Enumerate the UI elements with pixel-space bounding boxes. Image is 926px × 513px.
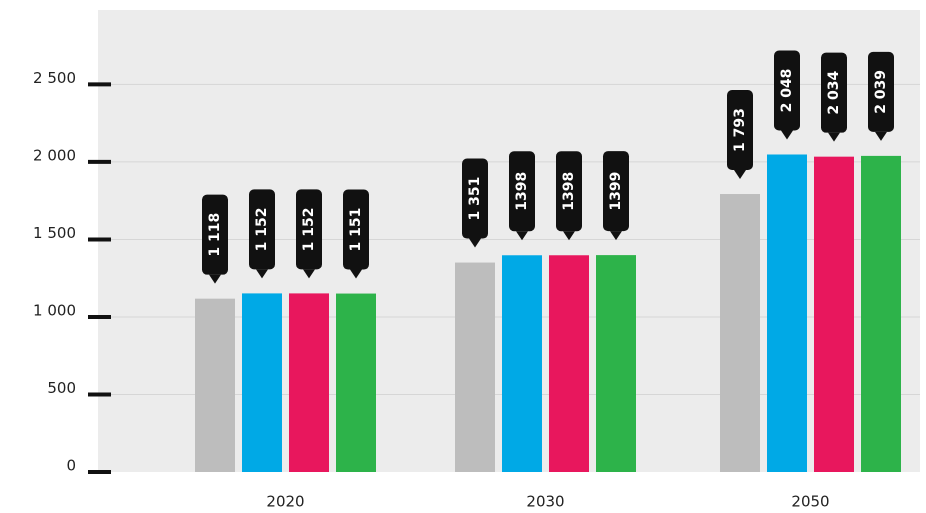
bar (720, 194, 760, 472)
data-label-pointer (828, 132, 840, 142)
data-label-pointer (350, 269, 362, 279)
bar (242, 293, 282, 472)
data-label: 1 152 (249, 189, 275, 279)
data-label: 1399 (603, 151, 629, 241)
data-label-pointer (875, 131, 887, 141)
bar (767, 154, 807, 472)
data-label: 1 152 (296, 189, 322, 279)
x-tick-label: 2020 (266, 493, 304, 511)
data-label-pointer (734, 170, 746, 180)
data-label: 1 351 (462, 158, 488, 248)
data-label-pointer (469, 238, 481, 248)
data-label-text: 1 152 (301, 207, 317, 251)
data-label-box (296, 189, 322, 270)
bar (596, 255, 636, 472)
data-label-box (202, 194, 228, 275)
data-label-text: 1 351 (467, 177, 483, 221)
y-tick-label: 500 (47, 379, 76, 397)
data-label: 2 039 (868, 51, 894, 141)
data-label-text: 2 048 (779, 69, 795, 113)
data-label-text: 2 039 (873, 70, 889, 114)
data-label-text: 1 793 (732, 108, 748, 152)
data-label-text: 2 034 (826, 70, 842, 114)
data-label: 1 118 (202, 194, 228, 284)
data-label-box (774, 50, 800, 131)
data-label-box (603, 151, 629, 232)
data-label-text: 1399 (608, 172, 624, 211)
y-tick-label: 1 500 (33, 224, 76, 242)
x-tick-label: 2030 (526, 493, 564, 511)
bar (289, 293, 329, 472)
data-label-text: 1 118 (207, 213, 223, 257)
data-label-text: 1398 (561, 172, 577, 211)
data-label-box (509, 151, 535, 232)
bar (455, 262, 495, 472)
data-label-pointer (781, 130, 793, 140)
bar (814, 156, 854, 472)
data-label-box (462, 158, 488, 239)
y-tick-label: 2 500 (33, 69, 76, 87)
y-tick-label: 0 (66, 457, 76, 475)
data-label: 1398 (556, 151, 582, 241)
data-label: 2 048 (774, 50, 800, 140)
bar (336, 293, 376, 472)
data-label: 1398 (509, 151, 535, 241)
data-label: 2 034 (821, 52, 847, 142)
data-label-pointer (303, 269, 315, 279)
data-label-text: 1 151 (348, 208, 364, 252)
bar (195, 298, 235, 472)
data-label-text: 1398 (514, 172, 530, 211)
data-label-pointer (610, 231, 622, 241)
data-label-box (249, 189, 275, 270)
data-label: 1 151 (343, 189, 369, 279)
data-label-box (727, 90, 753, 171)
data-label-box (868, 51, 894, 132)
bar (549, 255, 589, 472)
data-label-box (821, 52, 847, 133)
data-label-box (556, 151, 582, 232)
data-label-pointer (256, 269, 268, 279)
x-tick-label: 2050 (791, 493, 829, 511)
y-tick-label: 1 000 (33, 301, 76, 319)
data-label-pointer (563, 231, 575, 241)
y-tick-label: 2 000 (33, 146, 76, 164)
data-label-text: 1 152 (254, 207, 270, 251)
data-label: 1 793 (727, 90, 753, 180)
data-label-pointer (516, 231, 528, 241)
data-label-box (343, 189, 369, 270)
bar (861, 155, 901, 472)
data-label-pointer (209, 274, 221, 284)
bar (502, 255, 542, 472)
